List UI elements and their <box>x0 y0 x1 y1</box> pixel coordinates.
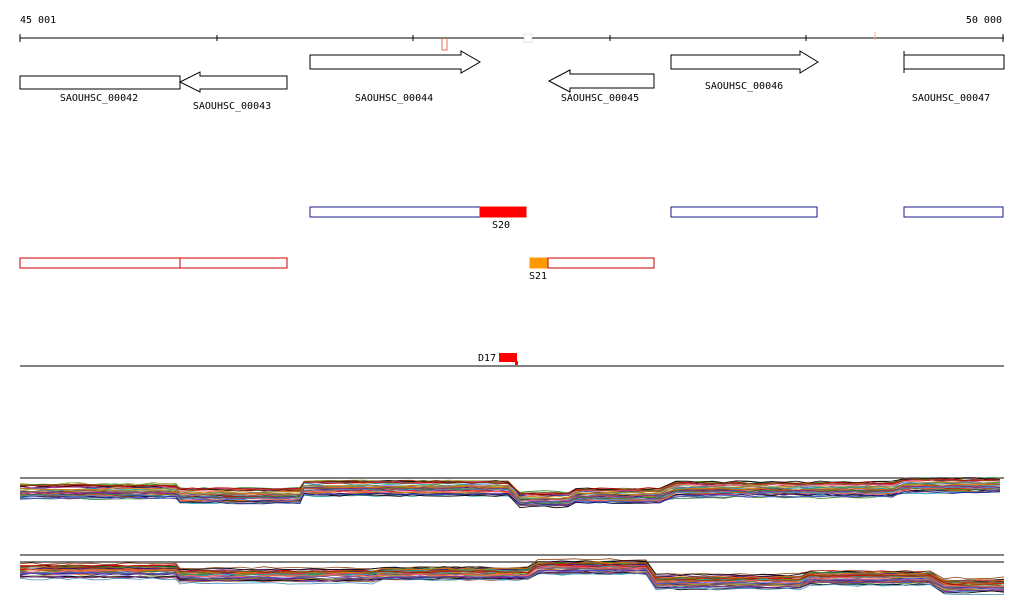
gene-label-saouhsc-00045: SAOUHSC_00045 <box>561 93 639 104</box>
reverse-signal-trace-39 <box>19 571 1005 592</box>
d17-feature[interactable] <box>499 353 517 362</box>
reverse-region-saouhsc-00042[interactable] <box>19 257 181 269</box>
coordinate-ruler: 45 001 50 000 <box>19 15 1004 51</box>
gene-arrow-saouhsc-00046[interactable] <box>670 50 819 74</box>
gene-arrow-saouhsc-00043[interactable] <box>178 71 288 93</box>
reverse-signal-panel <box>19 554 1005 596</box>
s20-label: S20 <box>492 220 510 231</box>
forward-signal-trace-29 <box>19 487 1001 506</box>
s20-feature[interactable] <box>479 206 527 218</box>
forward-signal-trace-38 <box>19 478 1001 495</box>
s21-feature[interactable] <box>529 257 549 269</box>
gene-label-saouhsc-00047: SAOUHSC_00047 <box>912 93 990 104</box>
forward-signal-trace-40 <box>19 486 1001 504</box>
ruler-gap-marker <box>523 33 533 43</box>
ruler-end-label: 50 000 <box>966 15 1002 26</box>
ruler-start-label: 45 001 <box>20 15 56 26</box>
forward-region-saouhsc-00046[interactable] <box>670 206 818 218</box>
reverse-signal-trace-40 <box>19 572 1005 596</box>
ruler-ticks <box>19 34 1004 42</box>
reverse-signal-trace-19 <box>19 569 1005 589</box>
forward-region-saouhsc-00047[interactable] <box>903 206 1004 218</box>
gene-arrow-saouhsc-00047[interactable] <box>903 54 1005 70</box>
reverse-signal-trace-38 <box>19 562 1005 584</box>
forward-signal-trace-35 <box>19 491 1001 506</box>
gene-arrow-saouhsc-00044[interactable] <box>309 50 481 74</box>
gene-label-saouhsc-00044: SAOUHSC_00044 <box>355 93 433 104</box>
gene-track: SAOUHSC_00042 SAOUHSC_00043 SAOUHSC_0004… <box>19 50 1005 112</box>
forward-region-saouhsc-00044[interactable] <box>309 206 481 218</box>
reverse-signal-trace-32 <box>19 569 1005 590</box>
gene-label-saouhsc-00046: SAOUHSC_00046 <box>705 81 783 92</box>
reverse-signal-traces <box>19 558 1005 596</box>
reverse-strand-track: S21 <box>19 257 655 282</box>
gene-arrow-saouhsc-00045[interactable] <box>547 69 655 93</box>
d17-track: D17 <box>20 353 1004 367</box>
forward-signal-trace-37 <box>19 483 1001 499</box>
forward-signal-traces <box>19 477 1001 509</box>
d17-marker <box>515 361 518 365</box>
reverse-signal-trace-37 <box>19 561 1005 582</box>
forward-signal-panel <box>19 477 1004 509</box>
ruler-position-marker[interactable] <box>441 38 448 51</box>
gene-label-saouhsc-00043: SAOUHSC_00043 <box>193 101 271 112</box>
gene-label-saouhsc-00042: SAOUHSC_00042 <box>60 93 138 104</box>
reverse-region-saouhsc-00045[interactable] <box>547 257 655 269</box>
reverse-region-saouhsc-00043[interactable] <box>179 257 288 269</box>
s21-label: S21 <box>529 271 547 282</box>
d17-label: D17 <box>478 353 496 364</box>
gene-arrow-saouhsc-00042[interactable] <box>19 75 181 90</box>
forward-strand-track: S20 <box>309 206 1004 231</box>
